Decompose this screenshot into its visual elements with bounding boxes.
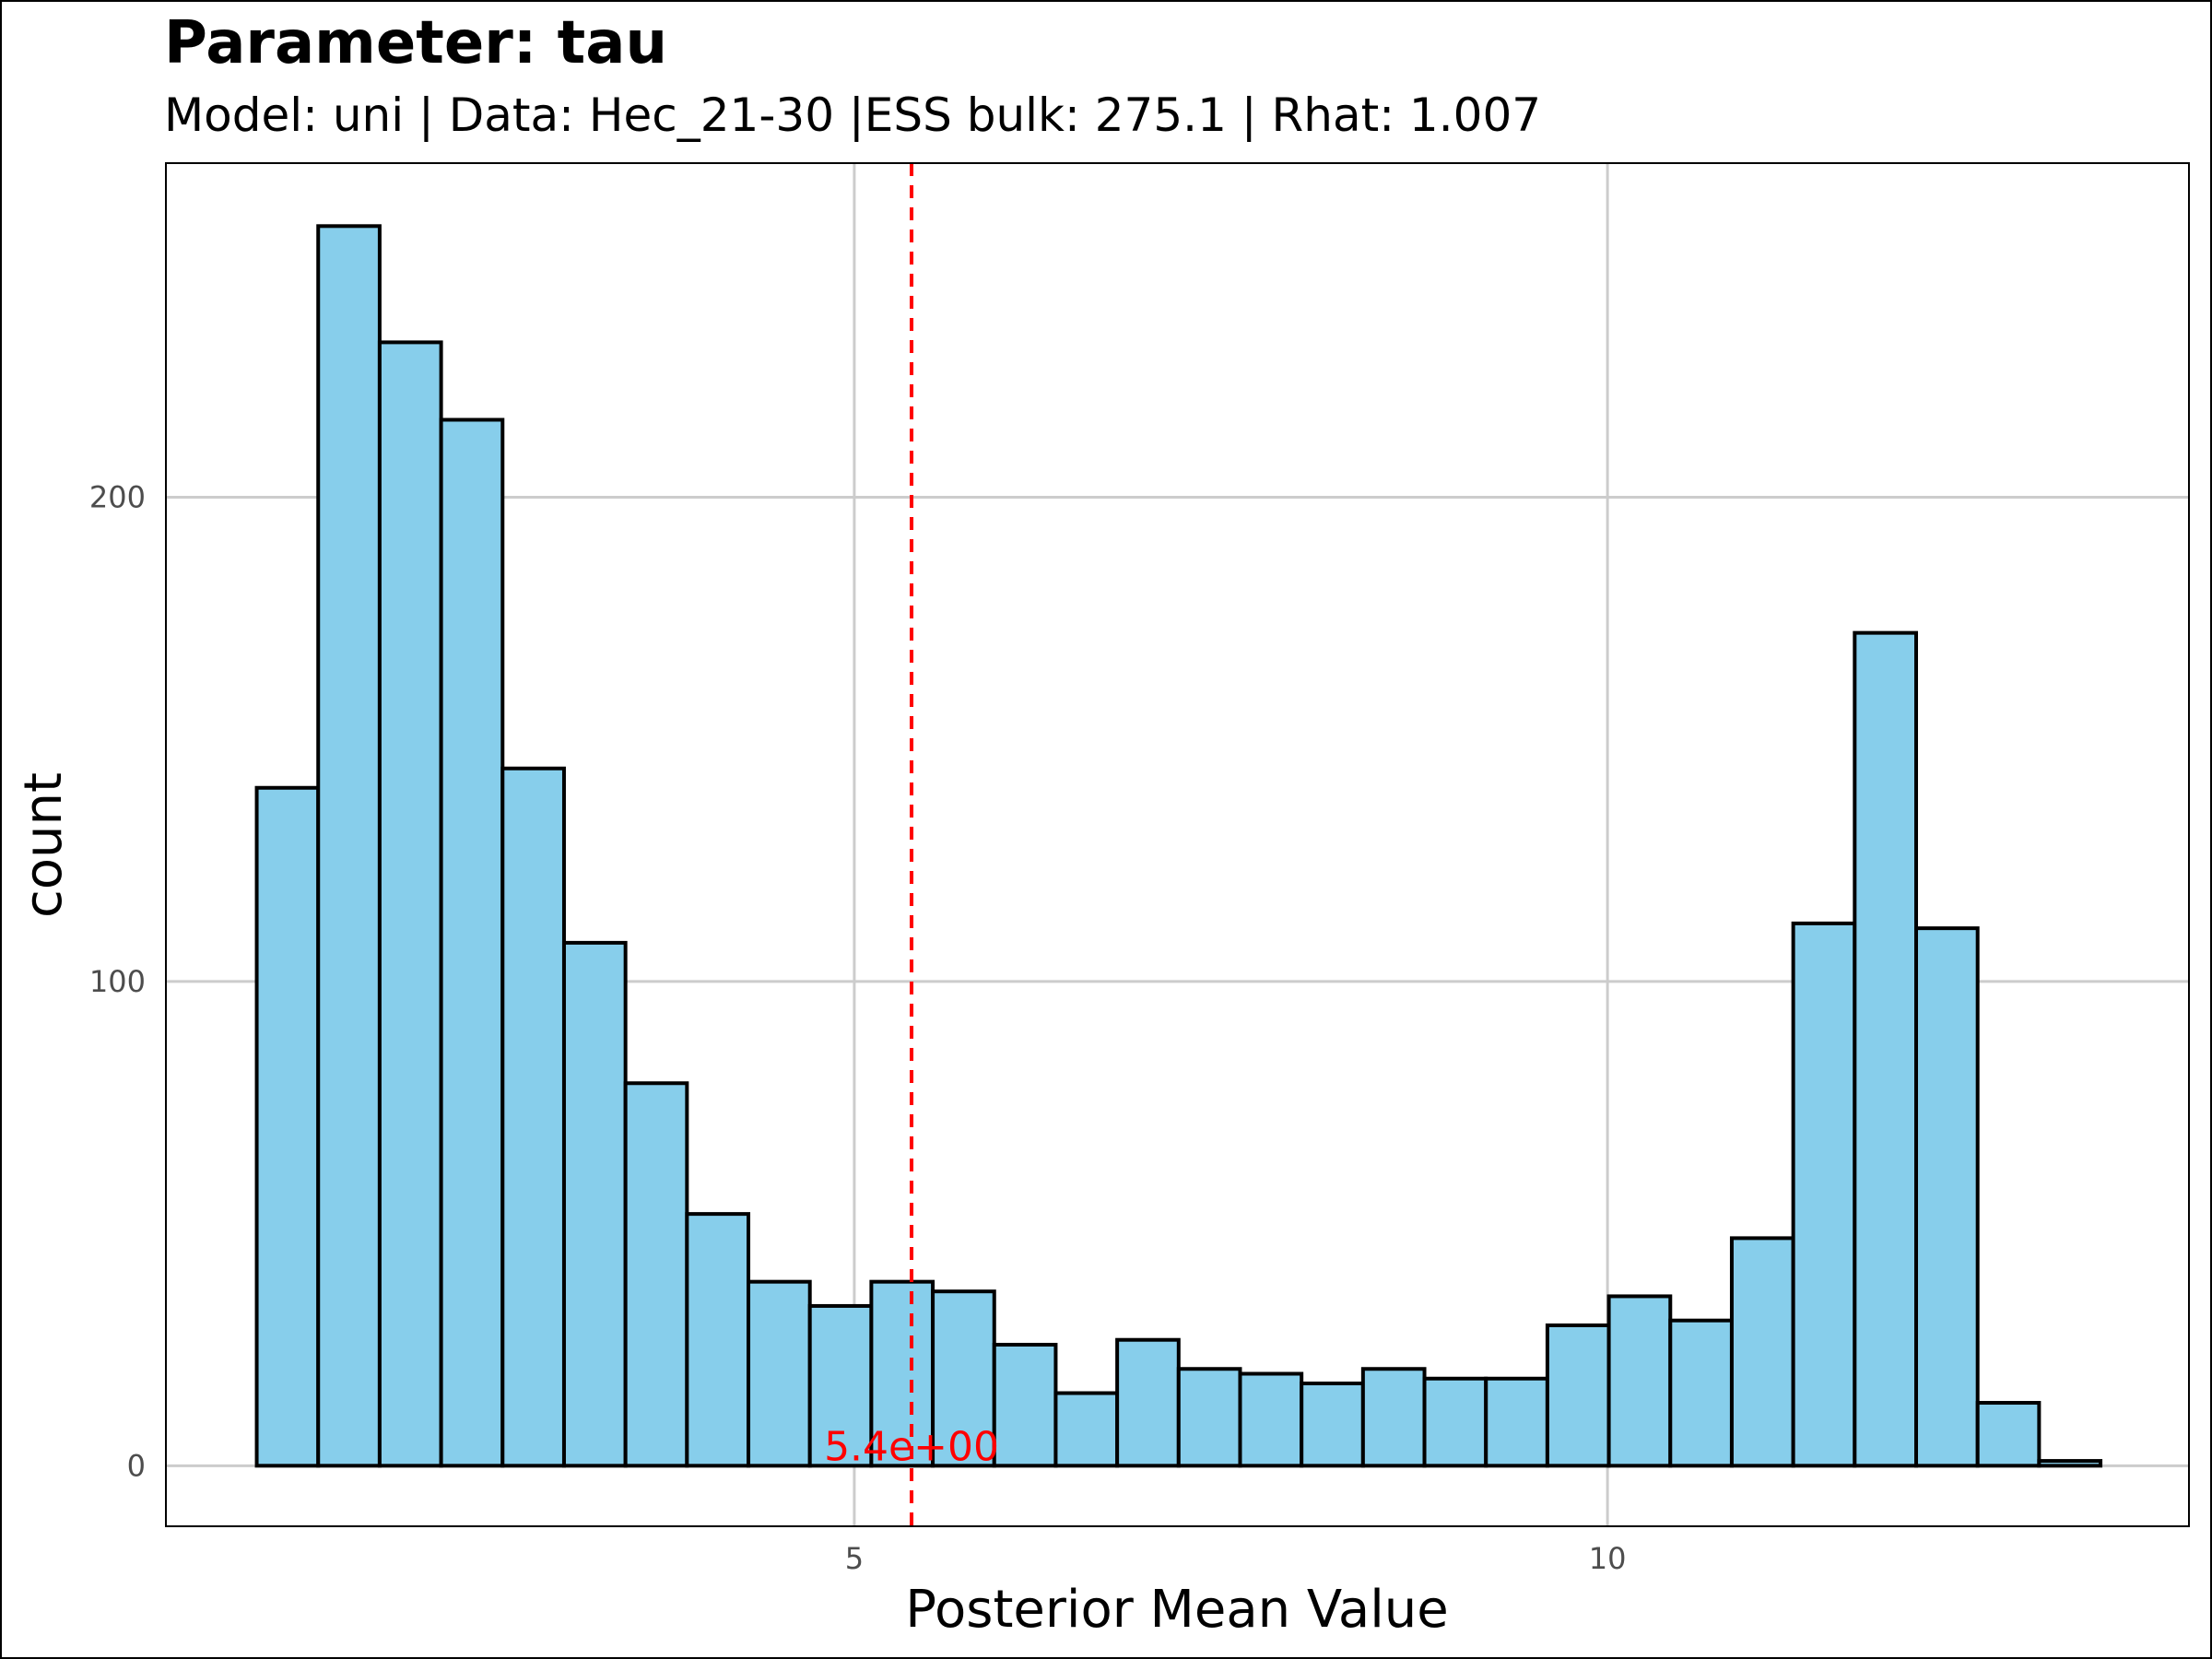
histogram-bar bbox=[931, 1289, 996, 1468]
histogram-bar bbox=[1238, 1371, 1304, 1468]
histogram-bar bbox=[561, 940, 628, 1468]
histogram-bar bbox=[1975, 1401, 2041, 1468]
y-tick-label-0: 0 bbox=[127, 1448, 146, 1483]
histogram-bar bbox=[623, 1081, 689, 1468]
histogram-bar bbox=[1853, 630, 1919, 1468]
histogram-bar bbox=[1484, 1376, 1549, 1468]
histogram-bar bbox=[1729, 1236, 1795, 1468]
chart-subtitle: Model: uni | Data: Hec_21-30 |ESS bulk: … bbox=[164, 88, 1542, 142]
histogram-bar bbox=[1176, 1367, 1242, 1468]
histogram-bar bbox=[500, 766, 566, 1468]
histogram-bar bbox=[1668, 1318, 1734, 1468]
histogram-bar bbox=[1300, 1382, 1365, 1468]
histogram-bar bbox=[1422, 1376, 1488, 1468]
histogram-bar bbox=[1914, 926, 1980, 1468]
y-tick-label-200: 200 bbox=[89, 480, 146, 515]
histogram-bar bbox=[439, 418, 505, 1468]
histogram-bar bbox=[1115, 1337, 1181, 1468]
histogram-bar bbox=[685, 1212, 751, 1468]
histogram-bar bbox=[2037, 1459, 2103, 1468]
y-axis-title: count bbox=[14, 772, 74, 918]
x-axis-title: Posterior Mean Value bbox=[905, 1580, 1448, 1640]
histogram-bar bbox=[254, 785, 321, 1468]
histogram-bar bbox=[377, 340, 443, 1468]
histogram-bar bbox=[316, 224, 382, 1468]
chart-title: Parameter: tau bbox=[164, 9, 667, 77]
panel-border bbox=[165, 162, 2190, 1527]
histogram-bars bbox=[254, 224, 2103, 1468]
histogram-bar bbox=[1791, 921, 1857, 1468]
histogram-bar bbox=[992, 1342, 1058, 1468]
tick-labels: 0 100 200 5 10 bbox=[89, 480, 1627, 1576]
y-tick-label-100: 100 bbox=[89, 964, 146, 999]
histogram-bar bbox=[1606, 1294, 1673, 1468]
histogram-bar bbox=[807, 1303, 874, 1468]
histogram-bar bbox=[1053, 1391, 1120, 1468]
histogram-bar bbox=[1360, 1367, 1427, 1468]
histogram-bar bbox=[1545, 1323, 1611, 1468]
mean-marker: 5.4e+00 bbox=[824, 163, 999, 1526]
mean-label: 5.4e+00 bbox=[824, 1423, 999, 1470]
x-tick-label-10: 10 bbox=[1589, 1541, 1627, 1576]
histogram-bar bbox=[747, 1279, 812, 1468]
x-tick-label-5: 5 bbox=[845, 1541, 864, 1576]
